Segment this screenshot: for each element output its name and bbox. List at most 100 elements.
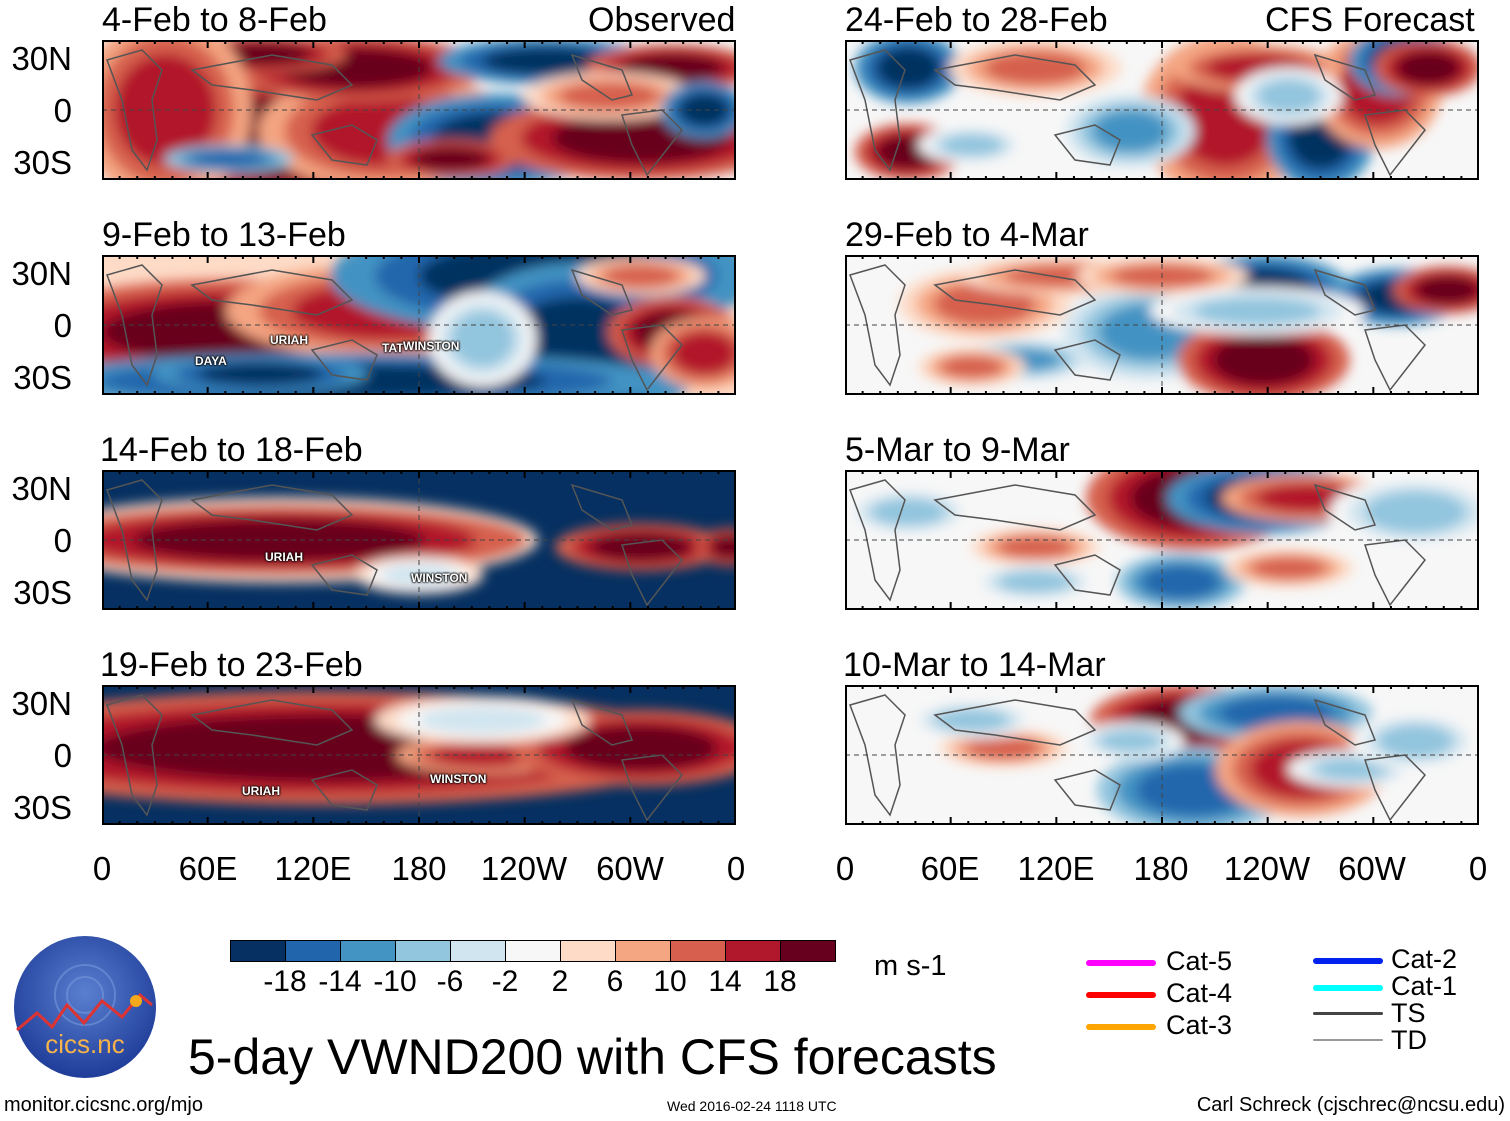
coastline (106, 479, 683, 607)
observed-map-panel (102, 685, 736, 825)
wind-anomaly-contour (1212, 334, 1315, 386)
storm-label: DAYA (195, 354, 227, 368)
wind-anomaly-contour (965, 736, 1042, 760)
panel-title: 5-Mar to 9-Mar (845, 431, 1070, 469)
colorbar-label: 14 (708, 965, 742, 998)
storm-label: WINSTON (411, 571, 468, 585)
storm-label: WINSTON (430, 772, 487, 786)
wind-anomaly-contour (564, 725, 717, 771)
colorbar (230, 940, 836, 962)
colorbar-label: -2 (491, 965, 519, 998)
wind-anomaly-contour (133, 519, 426, 561)
wind-anomaly-contour (1377, 724, 1454, 758)
source-url[interactable]: monitor.cicsnc.org/mjo (4, 1094, 203, 1116)
x-tick-label: 120E (274, 850, 352, 887)
legend-swatch (1086, 992, 1156, 998)
wind-anomaly-contour (940, 355, 1004, 379)
x-tick-label: 60E (178, 850, 238, 887)
y-tick-label: 30S (13, 144, 72, 181)
wind-anomaly-contour (590, 533, 692, 561)
forecast-label: CFS Forecast (1265, 1, 1475, 39)
y-tick-label: 0 (53, 92, 72, 129)
cics-logo: cics.nc (14, 936, 156, 1078)
colorbar-label: -10 (373, 965, 417, 998)
y-tick-label: 30N (11, 685, 72, 722)
colorbar-swatch (726, 941, 781, 961)
storm-label: URIAH (270, 333, 308, 347)
observed-map-panel (102, 255, 736, 395)
legend-swatch (1086, 1024, 1156, 1030)
x-tick-label: 120W (1223, 850, 1311, 887)
wind-anomaly-contour (380, 563, 458, 587)
coastline (849, 479, 1426, 607)
x-tick-label: 0 (1468, 850, 1488, 887)
wind-anomaly-contour (940, 133, 1004, 157)
observed-map-panel (102, 470, 736, 610)
wind-anomaly-contour (190, 150, 267, 168)
colorbar-swatch (396, 941, 451, 961)
legend-label: Cat-5 (1166, 946, 1233, 976)
colorbar-swatch (231, 941, 286, 961)
y-tick-label: 0 (53, 522, 72, 559)
colorbar-label: -6 (436, 965, 464, 998)
panel-title: 14-Feb to 18-Feb (100, 431, 363, 469)
x-tick-label: 180 (391, 850, 447, 887)
colorbar-label: -14 (318, 965, 362, 998)
y-tick-label: 0 (53, 307, 72, 344)
wind-anomaly-contour (1092, 110, 1169, 152)
coastline (106, 694, 683, 822)
wind-anomaly-contour (1257, 79, 1321, 113)
forecast-map-panel (845, 470, 1479, 610)
colorbar-swatch (616, 941, 671, 961)
units-label: m s-1 (874, 950, 947, 982)
forecast-map-panel (845, 685, 1479, 825)
figure-title: 5-day VWND200 with CFS forecasts (188, 1029, 997, 1085)
legend-label: Cat-1 (1391, 971, 1458, 1001)
wind-anomaly-contour (672, 332, 736, 374)
coastline (849, 49, 1426, 177)
storm-label: URIAH (242, 784, 280, 798)
wind-anomaly-contour (419, 706, 546, 734)
wind-anomaly-contour (1415, 276, 1479, 304)
y-tick-label: 30S (13, 359, 72, 396)
wind-anomaly-contour (1314, 757, 1391, 781)
wind-anomaly-contour (984, 51, 1086, 85)
coastline (849, 264, 1426, 392)
observed-label: Observed (588, 1, 736, 39)
panel-title: 29-Feb to 4-Mar (845, 216, 1089, 254)
x-tick-label: 120E (1017, 850, 1095, 887)
storm-label: URIAH (265, 550, 303, 564)
y-tick-label: 30S (13, 789, 72, 826)
legend-swatch (1313, 985, 1383, 991)
wind-anomaly-contour (1364, 491, 1467, 533)
x-tick-label: 0 (726, 850, 746, 887)
y-tick-label: 30N (11, 255, 72, 292)
colorbar-swatch (561, 941, 616, 961)
y-tick-label: 30S (13, 574, 72, 611)
x-tick-label: 0 (92, 850, 112, 887)
panel-title: 24-Feb to 28-Feb (845, 1, 1108, 39)
y-tick-label: 30N (11, 40, 72, 77)
colorbar-label: 2 (551, 965, 569, 998)
x-tick-label: 60E (920, 850, 980, 887)
wind-anomaly-contour (1250, 556, 1327, 580)
wind-anomaly-contour (602, 264, 679, 288)
colorbar-swatch (286, 941, 341, 961)
wind-anomaly-contour (933, 708, 1010, 732)
coastline (849, 694, 1426, 822)
legend-label: TD (1391, 1025, 1427, 1055)
y-tick-label: 30N (11, 470, 72, 507)
legend-swatch (1313, 1012, 1383, 1015)
svg-text:cics.nc: cics.nc (45, 1029, 124, 1059)
x-tick-label: 60W (596, 850, 664, 887)
wind-anomaly-contour (997, 535, 1074, 559)
colorbar-label: 10 (653, 965, 687, 998)
legend-label: Cat-2 (1391, 944, 1458, 974)
colorbar-label: -18 (263, 965, 307, 998)
forecast-map-panel (845, 40, 1479, 180)
wind-anomaly-contour (412, 147, 489, 171)
colorbar-label: 18 (763, 965, 797, 998)
coastline (106, 49, 683, 177)
colorbar-swatch (671, 941, 726, 961)
